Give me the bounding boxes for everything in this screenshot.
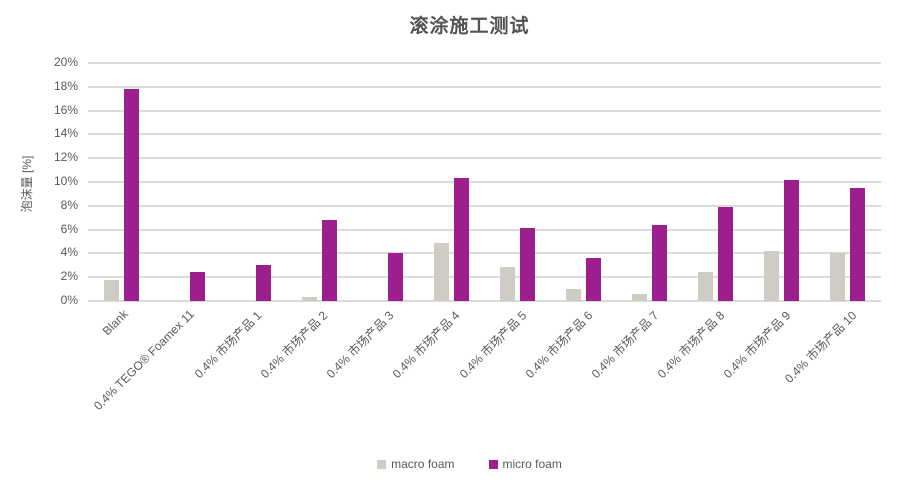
y-tick-label-8: 8% (60, 197, 78, 212)
bar-macro-foam-10 (698, 272, 714, 301)
bar-micro-foam-11 (784, 179, 800, 301)
bar-micro-foam-9 (652, 224, 668, 301)
gridline-14 (88, 133, 881, 136)
y-tick-label-2: 2% (60, 269, 78, 284)
chart-title: 滚涂施工测试 (409, 16, 530, 37)
bar-macro-foam-8 (566, 289, 582, 301)
y-tick-label-16: 16% (53, 102, 78, 117)
gridline-18 (88, 85, 881, 88)
bar-macro-foam-12 (830, 253, 846, 301)
legend-item-macro-foam: macro foam (377, 457, 455, 471)
bar-micro-foam-4 (321, 220, 337, 301)
gridline-2 (88, 276, 881, 279)
y-tick-label-12: 12% (53, 150, 78, 165)
legend-label-macro-foam: macro foam (391, 457, 455, 471)
bar-macro-foam-4 (301, 297, 317, 301)
bar-macro-foam-1 (103, 279, 119, 301)
bar-macro-foam-11 (764, 251, 780, 301)
bar-micro-foam-2 (189, 272, 205, 301)
bar-micro-foam-7 (520, 228, 536, 301)
gridline-12 (88, 157, 881, 160)
bar-micro-foam-10 (718, 207, 734, 301)
gridline-4 (88, 252, 881, 255)
gridline-16 (88, 109, 881, 112)
y-tick-label-18: 18% (53, 78, 78, 93)
legend-label-micro-foam: micro foam (502, 457, 562, 471)
y-tick-label-10: 10% (53, 174, 78, 188)
plot-area (88, 62, 881, 302)
y-tick-label-0: 0% (60, 293, 78, 307)
bar-macro-foam-9 (632, 293, 648, 301)
legend-item-micro-foam: micro foam (488, 457, 562, 471)
bar-micro-foam-6 (453, 178, 469, 301)
gridline-20 (88, 62, 881, 64)
y-tick-label-20: 20% (53, 55, 78, 69)
bar-macro-foam-7 (500, 266, 516, 301)
legend-swatch-micro-foam (488, 459, 498, 469)
gridline-8 (88, 204, 881, 207)
legend: macro foam micro foam (19, 457, 901, 471)
y-tick-label-14: 14% (53, 126, 78, 141)
bar-micro-foam-8 (586, 258, 602, 301)
bar-micro-foam-1 (123, 89, 139, 301)
y-tick-label-6: 6% (60, 221, 78, 236)
bar-micro-foam-3 (255, 265, 271, 301)
gridline-10 (88, 181, 881, 183)
bar-micro-foam-5 (387, 253, 403, 301)
gridline-0 (88, 300, 881, 302)
bar-macro-foam-6 (433, 242, 449, 301)
gridline-6 (88, 228, 881, 231)
bar-micro-foam-12 (850, 187, 866, 301)
y-tick-label-4: 4% (60, 245, 78, 260)
legend-swatch-macro-foam (377, 459, 387, 469)
